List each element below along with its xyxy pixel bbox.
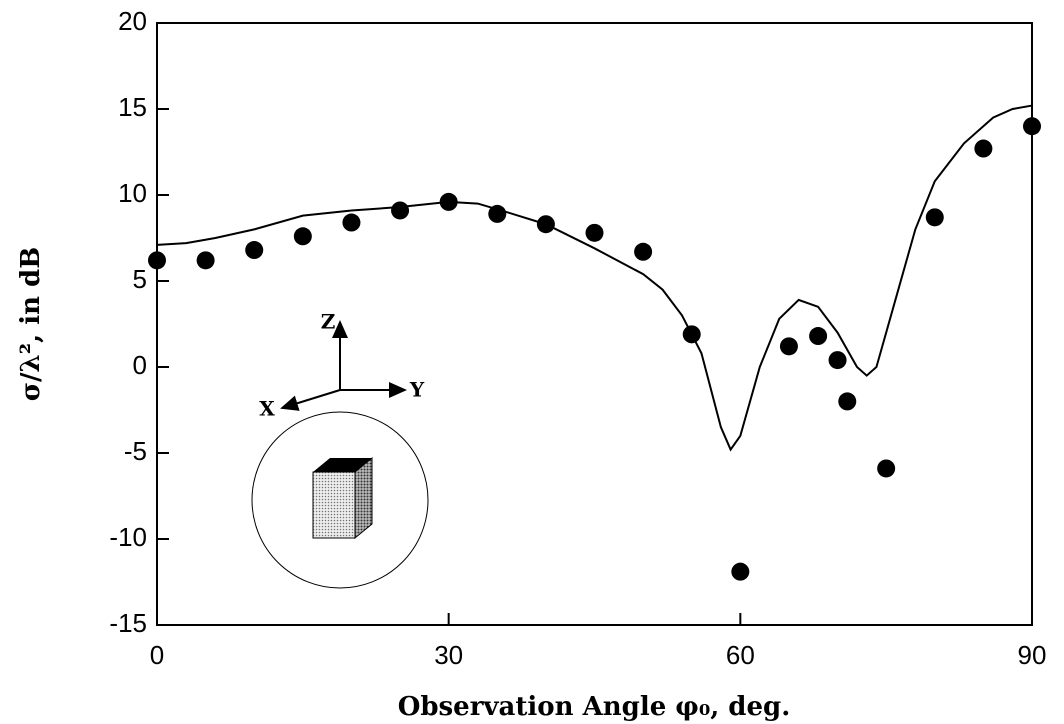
data-point [148, 251, 166, 270]
y-tick-label: -10 [109, 522, 147, 552]
y-tick-label: 15 [118, 92, 147, 122]
y-tick-label: -5 [124, 436, 147, 466]
data-point [293, 227, 312, 246]
x-tick-label: 0 [150, 640, 164, 670]
data-point [439, 192, 458, 211]
data-point [974, 139, 993, 158]
data-point [536, 215, 555, 234]
data-point [809, 327, 828, 346]
data-point [634, 242, 653, 261]
plot-frame [156, 22, 1033, 626]
inset-circle [251, 411, 429, 589]
data-point [779, 337, 798, 356]
y-tick-label: 0 [133, 350, 147, 380]
data-point [828, 351, 847, 370]
y-axis-label: σ/λ², in dB [16, 247, 46, 401]
inset-label: X [259, 397, 275, 421]
data-point [342, 213, 361, 232]
data-point [877, 459, 896, 478]
data-point [585, 223, 604, 242]
x-tick-label: 30 [434, 640, 463, 670]
inset-label: Y [409, 378, 425, 402]
data-point [925, 208, 944, 227]
y-tick-label: 10 [118, 178, 147, 208]
data-point [196, 251, 215, 270]
cube-front [312, 471, 356, 539]
data-point [731, 562, 750, 581]
data-point [488, 204, 507, 223]
cube-side [354, 456, 373, 540]
data-point [391, 201, 410, 220]
cube-top [313, 458, 372, 472]
x-axis-label: Observation Angle φ₀, deg. [398, 692, 791, 722]
data-point [1023, 117, 1041, 136]
y-tick-label: 5 [133, 264, 147, 294]
data-point [245, 241, 264, 260]
inset-label: Z [321, 310, 336, 334]
x-tick-label: 60 [726, 640, 755, 670]
x-tick-label: 90 [1018, 640, 1047, 670]
data-line [156, 104, 1033, 452]
data-point [838, 392, 857, 411]
data-point [682, 325, 701, 344]
inset: Z Y X [251, 310, 429, 589]
x-arrow [280, 389, 341, 411]
y-tick-label: 20 [118, 6, 147, 36]
y-tick-label: -15 [109, 608, 147, 638]
